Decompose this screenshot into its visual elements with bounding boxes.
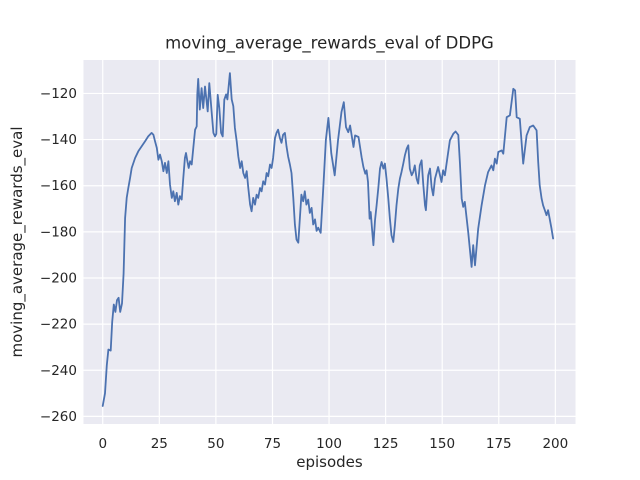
x-tick-label: 150 bbox=[429, 436, 455, 452]
y-tick-label: −120 bbox=[40, 86, 77, 102]
y-tick-label: −180 bbox=[40, 224, 77, 240]
y-tick-label: −160 bbox=[40, 178, 77, 194]
data-line-group bbox=[101, 72, 554, 407]
x-tick-label: 50 bbox=[207, 436, 224, 452]
x-tick-label: 125 bbox=[373, 436, 399, 452]
y-tick-label: −140 bbox=[40, 132, 77, 148]
x-tick-label: 175 bbox=[486, 436, 512, 452]
x-tick-label: 0 bbox=[98, 436, 107, 452]
y-tick-label: −240 bbox=[40, 363, 77, 379]
x-axis-label: episodes bbox=[296, 453, 363, 471]
y-tick-label: −220 bbox=[40, 317, 77, 333]
x-tick-label: 75 bbox=[264, 436, 281, 452]
x-tick-label: 200 bbox=[542, 436, 568, 452]
data-line bbox=[101, 72, 554, 407]
x-tick-label: 100 bbox=[316, 436, 342, 452]
y-axis-label: moving_average_rewards_eval bbox=[8, 127, 27, 358]
x-axis-tick-labels: 0 25 50 75 100 125 150 175 200 bbox=[98, 436, 568, 452]
y-tick-label: −200 bbox=[40, 270, 77, 286]
x-tick-label: 25 bbox=[151, 436, 168, 452]
chart-title: moving_average_rewards_eval of DDPG bbox=[165, 34, 494, 54]
y-tick-label: −260 bbox=[40, 409, 77, 425]
y-axis-tick-labels: −260 −240 −220 −200 −180 −160 −140 −120 bbox=[40, 86, 77, 425]
